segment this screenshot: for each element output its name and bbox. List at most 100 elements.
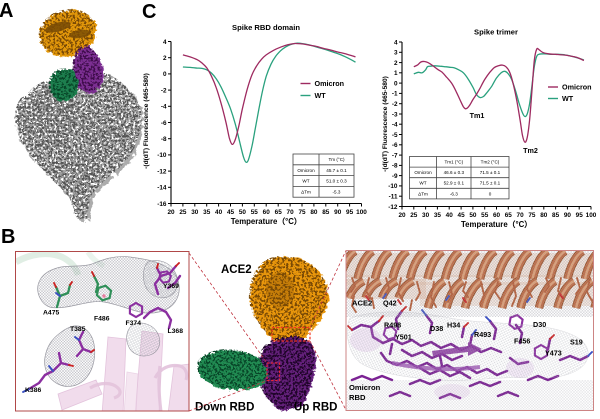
svg-text:-8: -8 [392,163,398,170]
svg-text:80: 80 [540,212,548,219]
svg-text:Omicron: Omicron [297,168,315,173]
svg-text:2: 2 [163,55,167,62]
svg-text:30: 30 [422,212,430,219]
svg-text:T385: T385 [70,326,86,333]
svg-text:1: 1 [394,70,398,77]
svg-text:Spike RBD domain: Spike RBD domain [232,23,300,32]
svg-text:20: 20 [398,212,406,219]
svg-text:Spike trimer: Spike trimer [474,28,518,37]
svg-text:50: 50 [469,212,477,219]
svg-text:95: 95 [346,209,354,216]
svg-text:-6: -6 [392,142,398,149]
svg-text:-14: -14 [157,185,167,192]
svg-text:85: 85 [322,209,330,216]
svg-text:52.9 ± 0.1: 52.9 ± 0.1 [444,181,465,186]
svg-text:F486: F486 [94,316,110,323]
svg-text:90: 90 [334,209,342,216]
svg-text:Omicron: Omicron [349,383,381,392]
svg-text:L368: L368 [168,328,184,335]
svg-text:75: 75 [298,209,306,216]
svg-text:80: 80 [310,209,318,216]
svg-text:50: 50 [239,209,247,216]
svg-text:25: 25 [179,209,187,216]
svg-text:C: C [142,1,156,23]
svg-text:35: 35 [434,212,442,219]
svg-text:WT: WT [419,181,426,186]
svg-text:60: 60 [493,212,501,219]
svg-text:WT: WT [302,179,309,184]
svg-text:ΔTm: ΔTm [301,190,311,195]
svg-text:-9: -9 [392,173,398,180]
svg-text:20: 20 [167,209,175,216]
svg-text:45: 45 [458,212,466,219]
svg-text:25: 25 [410,212,418,219]
svg-text:Omicron: Omicron [315,79,345,88]
svg-text:Tm1: Tm1 [470,111,485,120]
svg-text:60: 60 [263,209,271,216]
svg-text:F374: F374 [126,320,142,327]
svg-text:-7: -7 [392,152,398,159]
svg-text:F456: F456 [514,337,530,346]
svg-text:-2: -2 [161,87,167,94]
svg-text:-(d(dT) Fluorescence (465-580): -(d(dT) Fluorescence (465-580) [382,76,389,172]
svg-text:-5.3: -5.3 [333,190,341,195]
svg-text:S19: S19 [570,338,583,347]
svg-text:45: 45 [227,209,235,216]
svg-text:ACE2: ACE2 [352,299,372,308]
svg-text:Up RBD: Up RBD [294,402,337,414]
svg-text:2: 2 [394,60,398,67]
svg-text:ACE2: ACE2 [221,264,252,276]
svg-text:-12: -12 [388,204,398,211]
svg-text:-16: -16 [157,201,167,208]
svg-text:71.5 ± 0.1: 71.5 ± 0.1 [480,170,501,175]
svg-text:-6: -6 [161,120,167,127]
svg-text:4: 4 [163,39,167,46]
svg-text:-8: -8 [161,136,167,143]
svg-text:55: 55 [481,212,489,219]
svg-text:40: 40 [215,209,223,216]
svg-text:Tm (°C): Tm (°C) [328,157,345,162]
svg-text:95: 95 [576,212,584,219]
svg-text:D30: D30 [533,320,546,329]
svg-text:K386: K386 [25,387,41,394]
svg-text:H34: H34 [447,321,460,330]
svg-text:RBD: RBD [349,393,366,402]
svg-text:85: 85 [552,212,560,219]
svg-text:100: 100 [586,212,597,219]
svg-text:46.6 ± 0.3: 46.6 ± 0.3 [444,170,465,175]
svg-text:71.5 ± 0.1: 71.5 ± 0.1 [480,181,501,186]
svg-text:70: 70 [517,212,525,219]
svg-text:75: 75 [528,212,536,219]
svg-text:Q42: Q42 [383,299,397,308]
svg-text:-4: -4 [392,122,398,129]
svg-text:WT: WT [315,91,327,100]
svg-text:Y501: Y501 [395,333,412,342]
svg-text:-6.3: -6.3 [450,191,458,196]
svg-text:51.0 ± 0.3: 51.0 ± 0.3 [326,179,347,184]
svg-text:0: 0 [489,191,492,196]
svg-text:90: 90 [564,212,572,219]
svg-text:Omicron: Omicron [562,83,592,92]
svg-text:Y473: Y473 [545,349,562,358]
svg-text:Temperature（°C）: Temperature（°C） [231,216,302,226]
svg-text:40: 40 [446,212,454,219]
svg-text:-5: -5 [392,132,398,139]
svg-text:30: 30 [191,209,199,216]
svg-text:WT: WT [562,94,574,103]
svg-text:ΔTm: ΔTm [418,191,428,196]
svg-text:70: 70 [287,209,295,216]
svg-text:Down RBD: Down RBD [195,402,254,414]
svg-text:Temperature（°C）: Temperature（°C） [461,219,532,229]
svg-text:-10: -10 [157,152,167,159]
svg-text:3: 3 [394,50,398,57]
svg-text:65: 65 [505,212,513,219]
svg-text:A475: A475 [43,310,59,317]
svg-text:-4: -4 [161,104,167,111]
svg-text:55: 55 [251,209,259,216]
svg-text:-(d(dT) Fluorescence (465-580): -(d(dT) Fluorescence (465-580) [143,73,150,169]
svg-text:0: 0 [163,71,167,78]
svg-text:D38: D38 [430,324,443,333]
svg-text:-12: -12 [157,168,167,175]
svg-text:45.7 ± 0.1: 45.7 ± 0.1 [326,168,347,173]
svg-text:0: 0 [394,80,398,87]
